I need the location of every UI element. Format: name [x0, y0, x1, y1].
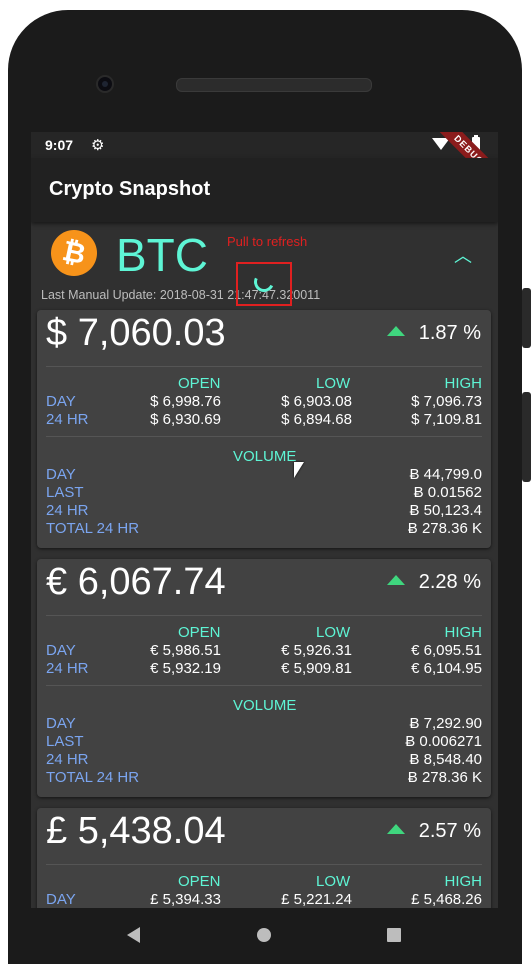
day-high: $ 7,096.73	[411, 393, 482, 410]
divider	[46, 685, 482, 686]
change-percent: 1.87 %	[418, 322, 481, 344]
volume-total-label: TOTAL 24 HR	[46, 769, 140, 786]
volume-total-value: Ƀ 278.36 K	[407, 520, 482, 537]
volume-24hr-value: Ƀ 8,548.40	[409, 751, 482, 768]
low-header: LOW	[316, 873, 351, 890]
day-high: € 6,095.51	[411, 642, 482, 659]
price-card-eur: € 6,067.74 2.28 % OPEN LOW HIGH DAY € 5,…	[37, 559, 491, 797]
24hr-label: 24 HR	[46, 411, 89, 428]
divider	[46, 864, 482, 865]
settings-gear-icon: ⚙	[91, 137, 105, 154]
coin-header[interactable]: ₿ BTC Pull to refresh ︿ Last Manual Upda…	[31, 222, 498, 302]
power-button	[522, 288, 531, 348]
loading-spinner-icon	[251, 269, 277, 295]
volume-header: VOLUME	[233, 448, 297, 465]
24hr-high: $ 7,109.81	[411, 411, 482, 428]
open-header: OPEN	[178, 375, 221, 392]
price-change: 1.87 %	[386, 322, 481, 345]
24hr-label: 24 HR	[46, 660, 89, 677]
volume-24hr-label: 24 HR	[46, 502, 89, 519]
open-header: OPEN	[178, 873, 221, 890]
volume-button	[522, 392, 531, 482]
app-title: Crypto Snapshot	[49, 178, 211, 200]
current-price: $ 7,060.03	[46, 312, 226, 354]
volume-day-label: DAY	[46, 715, 76, 732]
day-label: DAY	[46, 891, 76, 908]
day-high: £ 5,468.26	[411, 891, 482, 908]
current-price: £ 5,438.04	[46, 810, 226, 852]
refresh-indicator	[236, 262, 292, 306]
volume-day-value: Ƀ 7,292.90	[409, 715, 482, 732]
pull-to-refresh-label: Pull to refresh	[227, 234, 308, 249]
last-update-text: Last Manual Update: 2018-08-31 21:47:47.…	[41, 288, 321, 302]
price-card-gbp: £ 5,438.04 2.57 % OPEN LOW HIGH DAY £ 5,…	[37, 808, 491, 908]
low-header: LOW	[316, 375, 351, 392]
high-header: HIGH	[444, 624, 483, 641]
divider	[46, 436, 482, 437]
24hr-high: € 6,104.95	[411, 660, 482, 677]
change-percent: 2.57 %	[418, 820, 481, 842]
divider	[46, 366, 482, 367]
day-label: DAY	[46, 642, 76, 659]
android-nav-bar	[31, 908, 498, 964]
day-open: € 5,986.51	[150, 642, 221, 659]
battery-icon	[472, 135, 480, 151]
24hr-low: € 5,909.81	[281, 660, 352, 677]
price-change: 2.57 %	[386, 820, 481, 843]
day-low: £ 5,221.24	[281, 891, 352, 908]
home-icon[interactable]	[257, 928, 271, 942]
front-camera	[96, 75, 114, 93]
volume-total-label: TOTAL 24 HR	[46, 520, 140, 537]
volume-total-value: Ƀ 278.36 K	[407, 769, 482, 786]
volume-day-label: DAY	[46, 466, 76, 483]
price-card-usd: $ 7,060.03 1.87 % OPEN LOW HIGH DAY $ 6,…	[37, 310, 491, 548]
volume-last-value: Ƀ 0.01562	[413, 484, 482, 501]
wifi-icon	[432, 138, 450, 150]
trend-up-icon	[386, 824, 405, 834]
trend-up-icon	[386, 326, 405, 336]
coin-symbol: BTC	[116, 229, 208, 281]
volume-day-value: Ƀ 44,799.0	[409, 466, 482, 483]
volume-last-value: Ƀ 0.006271	[405, 733, 482, 750]
high-header: HIGH	[444, 375, 483, 392]
app-bar: Crypto Snapshot	[31, 158, 498, 222]
app-screen: 9:07 ⚙ DEBUG Crypto Snapshot ₿ BTC Pull …	[31, 132, 498, 908]
back-icon[interactable]	[127, 927, 140, 943]
volume-24hr-label: 24 HR	[46, 751, 89, 768]
24hr-open: $ 6,930.69	[150, 411, 221, 428]
day-open: $ 6,998.76	[150, 393, 221, 410]
volume-last-label: LAST	[46, 733, 84, 750]
price-change: 2.28 %	[386, 571, 481, 594]
24hr-open: € 5,932.19	[150, 660, 221, 677]
open-header: OPEN	[178, 624, 221, 641]
change-percent: 2.28 %	[418, 571, 481, 593]
chevron-up-icon[interactable]: ︿	[454, 246, 472, 266]
earpiece-speaker	[176, 78, 372, 92]
trend-up-icon	[386, 575, 405, 585]
low-header: LOW	[316, 624, 351, 641]
volume-24hr-value: Ƀ 50,123.4	[409, 502, 482, 519]
24hr-low: $ 6,894.68	[281, 411, 352, 428]
divider	[46, 615, 482, 616]
mouse-cursor-icon	[294, 462, 304, 478]
day-label: DAY	[46, 393, 76, 410]
volume-last-label: LAST	[46, 484, 84, 501]
status-bar: 9:07 ⚙ DEBUG	[31, 132, 498, 195]
day-low: $ 6,903.08	[281, 393, 352, 410]
high-header: HIGH	[444, 873, 483, 890]
day-open: £ 5,394.33	[150, 891, 221, 908]
status-time: 9:07	[45, 137, 74, 153]
recent-apps-icon[interactable]	[387, 928, 401, 942]
current-price: € 6,067.74	[46, 561, 226, 603]
day-low: € 5,926.31	[281, 642, 352, 659]
bitcoin-logo-icon: ₿	[46, 225, 102, 281]
volume-header: VOLUME	[233, 697, 297, 714]
